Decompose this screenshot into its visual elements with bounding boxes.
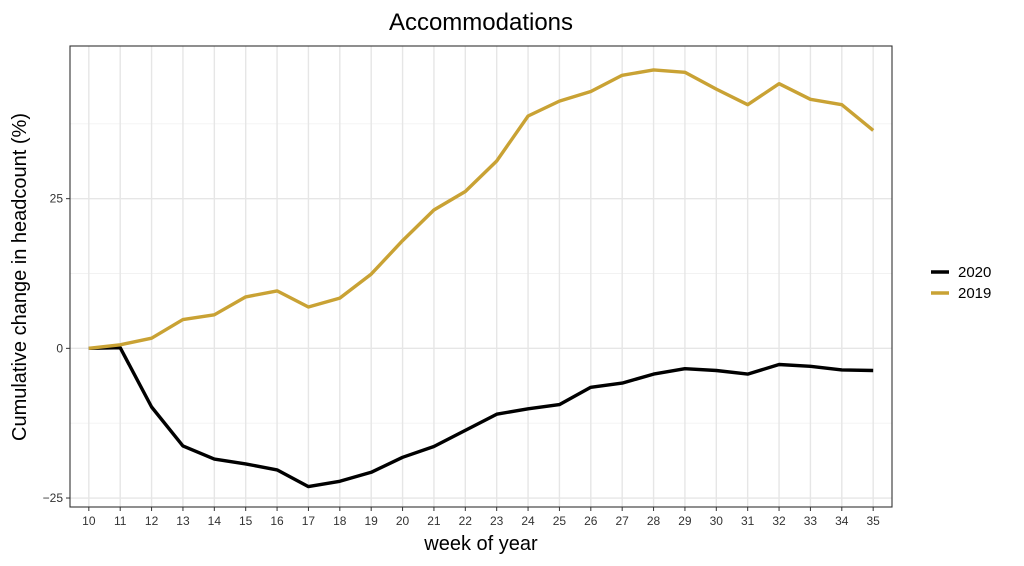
x-tick-label: 11	[114, 514, 127, 528]
plot-area: 25 0 −25 10 11 12 13 14 15 16 17 18 19 20 21 22 23 24 25 26…	[43, 45, 893, 528]
x-tick-label: 32	[772, 514, 786, 528]
series-line-2019	[88, 68, 875, 350]
x-tick-label: 23	[490, 514, 504, 528]
x-tick-label: 27	[616, 514, 630, 528]
x-tick-label: 31	[741, 514, 755, 528]
x-tick-label: 18	[333, 514, 347, 528]
y-tick-label: −25	[43, 491, 64, 505]
x-tick-label: 29	[678, 514, 692, 528]
x-tick-label: 14	[208, 514, 222, 528]
x-tick-label: 13	[176, 514, 190, 528]
x-tick-label: 17	[302, 514, 316, 528]
legend-label-2020: 2020	[958, 264, 991, 281]
x-tick-label: 12	[145, 514, 159, 528]
chart-title: Accommodations	[389, 9, 573, 36]
x-tick-label: 16	[270, 514, 284, 528]
x-tick-label: 19	[365, 514, 379, 528]
x-tick-label: 22	[459, 514, 473, 528]
x-tick-label: 25	[553, 514, 567, 528]
y-tick-label: 0	[56, 341, 63, 355]
x-tick-label: 21	[427, 514, 441, 528]
x-tick-label: 26	[584, 514, 598, 528]
x-tick-label: 10	[82, 514, 96, 528]
y-axis-title: Cumulative change in headcount (%)	[9, 113, 31, 441]
legend: 2020 2019	[931, 264, 991, 302]
x-tick-label: 33	[804, 514, 818, 528]
plot-background	[70, 46, 892, 507]
x-tick-label: 24	[521, 514, 535, 528]
x-tick-label: 34	[835, 514, 849, 528]
series-line-2020	[88, 346, 874, 489]
plot-border	[69, 45, 893, 508]
x-tick-label: 20	[396, 514, 410, 528]
legend-label-2019: 2019	[958, 285, 991, 302]
x-tick-label: 15	[239, 514, 253, 528]
y-tick-label: 25	[50, 192, 64, 206]
x-axis-title: week of year	[423, 533, 538, 555]
x-tick-label: 28	[647, 514, 661, 528]
x-tick-label: 35	[866, 514, 880, 528]
x-tick-label: 30	[710, 514, 724, 528]
